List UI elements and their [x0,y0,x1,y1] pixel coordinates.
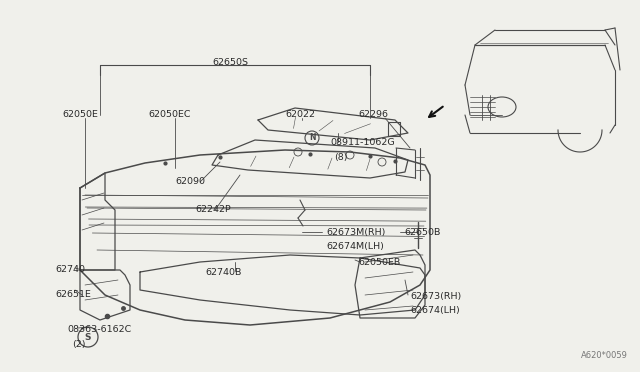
Text: 62650B: 62650B [404,228,440,237]
Text: S: S [84,333,92,341]
Text: 62242P: 62242P [195,205,231,214]
Text: 08363-6162C: 08363-6162C [67,325,131,334]
Text: 62090: 62090 [175,177,205,186]
Text: 62740: 62740 [55,265,85,274]
Text: 62050EC: 62050EC [148,110,191,119]
Text: (8): (8) [334,153,348,162]
Text: 62740B: 62740B [205,268,241,277]
Text: 62674M(LH): 62674M(LH) [326,242,384,251]
Text: 62673(RH): 62673(RH) [410,292,461,301]
Text: 62651E: 62651E [55,290,91,299]
Text: 62673M(RH): 62673M(RH) [326,228,385,237]
Text: 62050EB: 62050EB [358,258,400,267]
Text: 62296: 62296 [358,110,388,119]
Text: 62650S: 62650S [212,58,248,67]
Text: 08911-1062G: 08911-1062G [330,138,395,147]
Text: A620*0059: A620*0059 [581,351,628,360]
Text: 62022: 62022 [285,110,315,119]
Text: N: N [308,134,316,142]
Text: 62050E: 62050E [62,110,98,119]
Text: 62674(LH): 62674(LH) [410,306,460,315]
Text: (2): (2) [72,340,86,349]
